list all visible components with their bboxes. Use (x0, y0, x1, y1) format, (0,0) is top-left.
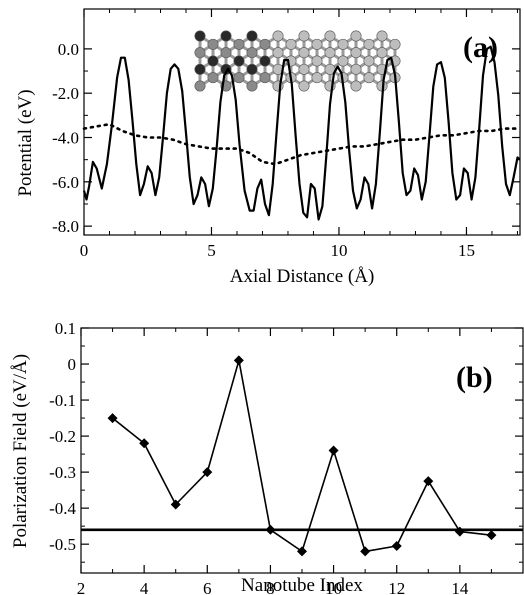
panel-b-ticks: 2 4 6 8 10 12 14 0.1 0 -0.1 -0.2 -0.3 -0.4 -0.5 (49, 319, 523, 595)
panel-a-ticks: 0 5 10 15 0.0 -2.0 -4.0 -6.0 -8.0 (52, 9, 520, 260)
x-tick-label: 12 (388, 579, 405, 595)
inset-atom (350, 47, 362, 59)
x-tick-label: 8 (266, 579, 275, 595)
data-point-diamond (202, 467, 213, 478)
inset-atom (376, 47, 388, 59)
inset-atom (259, 72, 271, 84)
inset-atom (194, 47, 206, 59)
inset-atom (324, 47, 336, 59)
y-tick-label: -0.3 (49, 463, 76, 482)
inset-atom (350, 63, 362, 75)
inset-atom (389, 38, 401, 50)
inset-atom (207, 55, 219, 67)
inset-atom (194, 30, 206, 42)
inset-atom (350, 30, 362, 42)
data-point-diamond (486, 530, 497, 541)
inset-atom (246, 63, 258, 75)
inset-atom (285, 38, 297, 50)
x-tick-label: 6 (203, 579, 212, 595)
inset-atom (298, 80, 310, 92)
data-point-diamond (423, 476, 434, 487)
data-point-diamond (265, 524, 276, 535)
x-tick-label: 10 (325, 579, 342, 595)
panel-a-plot-lines (82, 45, 521, 221)
y-tick-label: -0.5 (49, 535, 76, 554)
data-point-diamond (391, 540, 402, 551)
inset-atom (324, 30, 336, 42)
y-tick-label: -4.0 (52, 129, 79, 148)
y-tick-label: -0.2 (49, 427, 76, 446)
inset-atom (194, 63, 206, 75)
inset-atom (298, 30, 310, 42)
panel-a-plot-frame (83, 8, 521, 236)
inset-atom (246, 47, 258, 59)
inset-atom (207, 38, 219, 50)
panel-a-label: (a) (463, 31, 498, 64)
inset-atom (350, 80, 362, 92)
inset-atom (233, 38, 245, 50)
inset-atom (233, 55, 245, 67)
inset-atom (311, 38, 323, 50)
inset-atom (259, 38, 271, 50)
y-tick-label: -2.0 (52, 84, 79, 103)
inset-atom (298, 63, 310, 75)
inset-atom (259, 55, 271, 67)
x-tick-label: 0 (80, 241, 89, 260)
panel-a: 0 5 10 15 0.0 -2.0 -4.0 -6.0 -8.0 (a) Axial Dist… (15, 8, 521, 287)
inset-atom (363, 38, 375, 50)
inset-atom (246, 80, 258, 92)
inset-atom (337, 38, 349, 50)
panel-b-y-axis-title: Polarization Field (eV/Å) (10, 354, 31, 548)
inset-atom (363, 55, 375, 67)
inset-atom (246, 30, 258, 42)
data-point-diamond (233, 355, 244, 366)
nanotube-structure-image (194, 30, 401, 92)
series-line-dotted (82, 122, 519, 166)
y-tick-label: -0.1 (49, 391, 76, 410)
inset-atom (363, 72, 375, 84)
x-tick-label: 14 (451, 579, 469, 595)
inset-atom (207, 72, 219, 84)
y-tick-label: 0.0 (58, 40, 79, 59)
series-line-solid (82, 45, 521, 221)
inset-atom (311, 72, 323, 84)
x-tick-label: 4 (140, 579, 149, 595)
x-tick-label: 2 (77, 579, 86, 595)
inset-atom (220, 47, 232, 59)
data-point-diamond (170, 499, 181, 510)
inset-atom (220, 30, 232, 42)
data-point-diamond (360, 546, 371, 557)
data-point-diamond (328, 445, 339, 456)
inset-atom (376, 30, 388, 42)
inset-atom (311, 55, 323, 67)
x-tick-label: 15 (458, 241, 475, 260)
data-point-diamond (107, 413, 118, 424)
y-tick-label: -8.0 (52, 217, 79, 236)
x-tick-label: 5 (207, 241, 216, 260)
inset-atom (194, 80, 206, 92)
series-line-markers (112, 359, 492, 553)
y-tick-label: 0 (68, 355, 77, 374)
inset-atom (233, 72, 245, 84)
panel-a-y-axis-title: Potential (eV) (15, 89, 36, 196)
y-tick-label: -0.4 (49, 499, 76, 518)
panel-b-x-axis-title: Nanotube Index (241, 575, 363, 595)
panel-b-plot-lines (81, 355, 523, 557)
x-tick-label: 10 (330, 241, 347, 260)
panel-b: 2 4 6 8 10 12 14 0.1 0 -0.1 -0.2 -0.3 -0.4 -0.5 (b) N… (10, 319, 524, 595)
data-point-diamond (297, 546, 307, 557)
inset-atom (272, 47, 284, 59)
data-point-diamond (139, 438, 150, 449)
y-tick-label: -6.0 (52, 173, 79, 192)
inset-atom (298, 47, 310, 59)
y-tick-label: 0.1 (55, 319, 76, 338)
data-point-diamond (454, 526, 465, 537)
panel-b-label: (b) (456, 361, 493, 394)
panel-a-x-axis-title: Axial Distance (Å) (230, 266, 375, 287)
inset-atom (337, 55, 349, 67)
inset-atom (272, 30, 284, 42)
